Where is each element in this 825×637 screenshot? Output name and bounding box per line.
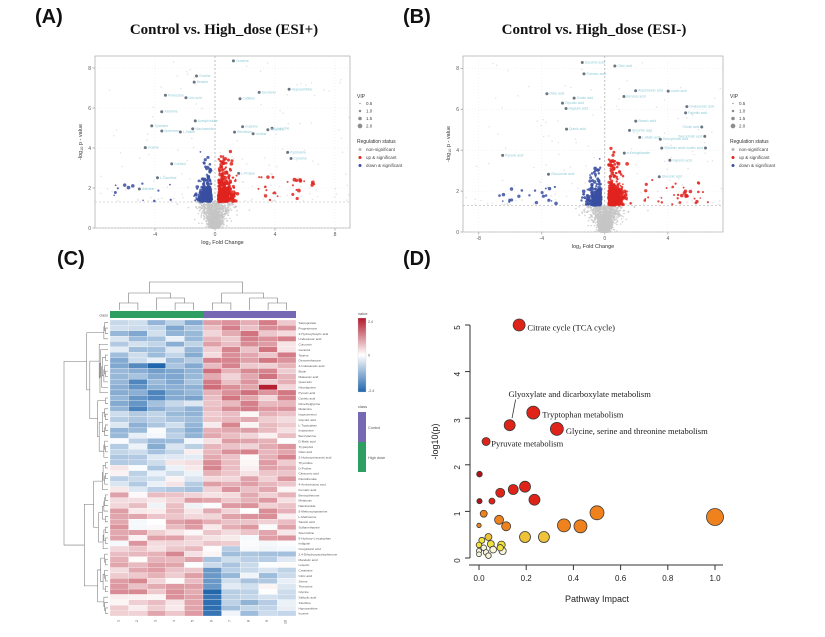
svg-text:non-significant: non-significant	[366, 147, 396, 152]
svg-text:Tyramine: Tyramine	[154, 124, 168, 128]
svg-text:Guanine: Guanine	[245, 125, 258, 129]
volcano-plot-esi-pos: -4 0 4 8 0 2 4 6 8 Creatine Betaine Choline L-Carnit…	[78, 55, 403, 246]
panel-a-label: (A)	[35, 6, 63, 28]
panel-d-label: (D)	[403, 248, 431, 270]
svg-text:L-Proline: L-Proline	[241, 171, 255, 175]
svg-text:Riboflavin: Riboflavin	[237, 130, 252, 134]
svg-text:4: 4	[88, 146, 91, 152]
svg-text:Serotonin: Serotonin	[262, 90, 277, 94]
panel-a-title: Control vs. High_dose (ESI+)	[129, 22, 319, 38]
svg-text:2: 2	[456, 189, 459, 195]
svg-text:Hypoxanthine: Hypoxanthine	[292, 87, 313, 91]
svg-text:Thiamine: Thiamine	[270, 128, 284, 132]
svg-text:0: 0	[456, 230, 459, 236]
svg-text:Cytosine: Cytosine	[294, 157, 307, 161]
svg-text:4: 4	[274, 232, 277, 238]
svg-text:Creatine: Creatine	[236, 59, 249, 63]
svg-text:log2 Fold Change: log2 Fold Change	[201, 240, 244, 246]
svg-text:Uric acid: Uric acid	[188, 96, 201, 100]
svg-text:Betaine: Betaine	[197, 80, 209, 84]
panel-b-label: (B)	[403, 6, 431, 28]
svg-text:down & significant: down & significant	[366, 163, 403, 168]
svg-text:0: 0	[214, 232, 217, 238]
svg-text:1.0: 1.0	[366, 109, 373, 114]
svg-text:Niacinamide: Niacinamide	[195, 127, 214, 131]
svg-text:8: 8	[456, 66, 459, 72]
svg-text:Adenine: Adenine	[142, 187, 155, 191]
svg-text:0.5: 0.5	[366, 101, 373, 106]
svg-text:Regulation status: Regulation status	[357, 139, 396, 145]
svg-text:0: 0	[603, 236, 606, 242]
svg-text:Putrescine: Putrescine	[168, 93, 184, 97]
svg-text:-log10 p - value: -log10 p - value	[78, 124, 84, 160]
svg-text:4: 4	[666, 236, 669, 242]
svg-text:Spermine: Spermine	[164, 129, 179, 133]
svg-text:8: 8	[88, 66, 91, 72]
svg-text:Inosine: Inosine	[148, 146, 159, 150]
svg-text:6: 6	[88, 106, 91, 112]
svg-text:4: 4	[456, 148, 459, 154]
svg-text:Pyridoxine: Pyridoxine	[290, 150, 306, 154]
svg-text:L-Valine: L-Valine	[183, 130, 195, 134]
svg-text:8: 8	[334, 232, 337, 238]
svg-text:0: 0	[88, 226, 91, 232]
svg-text:1.5: 1.5	[366, 116, 373, 121]
svg-text:Xanthine: Xanthine	[164, 110, 177, 114]
svg-text:L-Leucine: L-Leucine	[275, 126, 290, 130]
svg-text:up & significant: up & significant	[366, 155, 397, 160]
svg-text:Caffeine: Caffeine	[243, 97, 256, 101]
svg-text:6: 6	[456, 107, 459, 113]
svg-text:Acetylcholine: Acetylcholine	[198, 119, 218, 123]
panel-b-title: Control vs. High_dose (ESI-)	[501, 22, 687, 38]
svg-text:L-Carnitine: L-Carnitine	[160, 176, 177, 180]
svg-text:-8: -8	[477, 236, 482, 242]
svg-text:Cortisol: Cortisol	[174, 162, 186, 166]
svg-text:-4: -4	[540, 236, 545, 242]
svg-text:Choline: Choline	[199, 74, 211, 78]
svg-text:VIP: VIP	[357, 94, 366, 100]
svg-text:-4: -4	[153, 232, 158, 238]
panel-c-label: (C)	[57, 248, 85, 270]
svg-text:2: 2	[88, 186, 91, 192]
svg-text:2.0: 2.0	[366, 124, 373, 129]
svg-text:Uridine: Uridine	[256, 132, 267, 136]
